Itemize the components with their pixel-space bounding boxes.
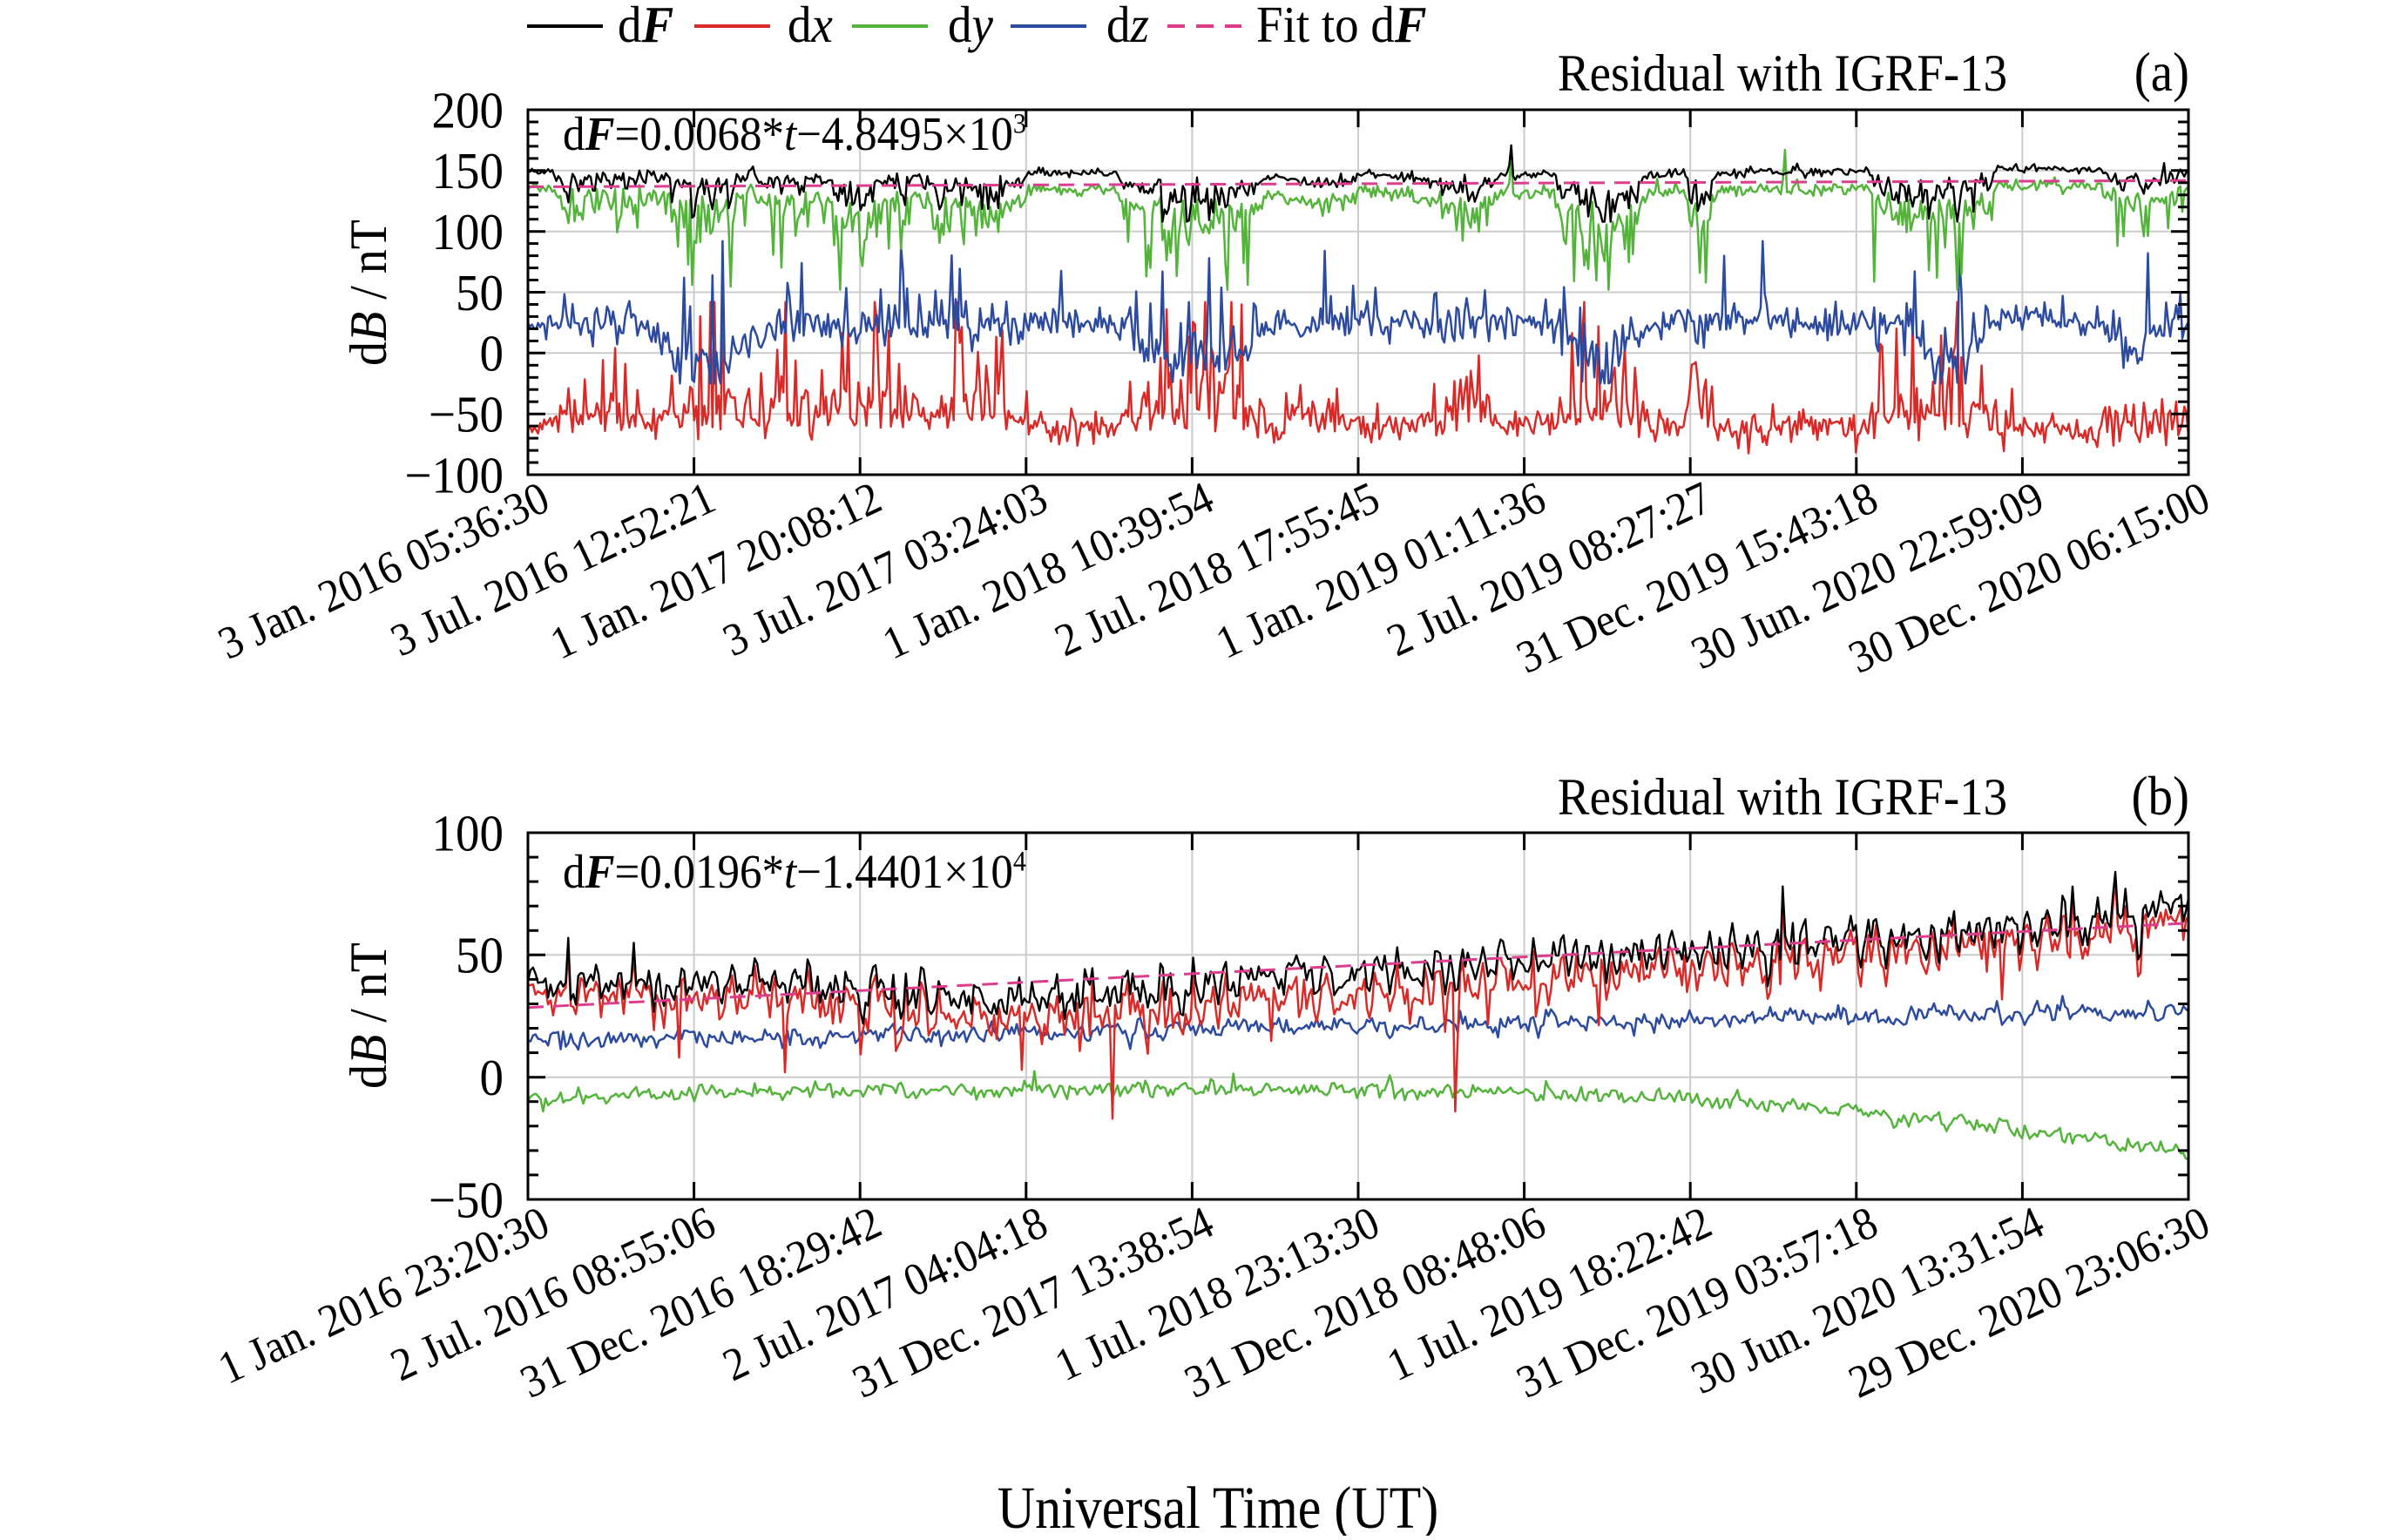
- svg-text:dx: dx: [788, 0, 833, 53]
- svg-text:Fit to dF: Fit to dF: [1256, 0, 1427, 53]
- svg-text:dF=0.0196*t−1.4401×104: dF=0.0196*t−1.4401×104: [563, 846, 1026, 899]
- svg-text:(b): (b): [2132, 766, 2189, 827]
- svg-text:150: 150: [432, 143, 504, 199]
- svg-text:dz: dz: [1106, 0, 1149, 53]
- svg-text:dy: dy: [948, 0, 993, 53]
- svg-text:Universal Time (UT): Universal Time (UT): [998, 1474, 1439, 1536]
- svg-text:dF=0.0068*t−4.8495×103: dF=0.0068*t−4.8495×103: [563, 108, 1026, 161]
- svg-text:dB / nT: dB / nT: [339, 942, 397, 1089]
- svg-text:−50: −50: [429, 1172, 504, 1228]
- svg-text:−50: −50: [429, 387, 504, 443]
- svg-text:50: 50: [456, 928, 504, 984]
- svg-text:−100: −100: [404, 448, 504, 504]
- svg-text:(a): (a): [2134, 42, 2189, 104]
- svg-text:dF: dF: [618, 0, 673, 53]
- svg-text:0: 0: [479, 326, 504, 382]
- svg-text:Residual with IGRF-13: Residual with IGRF-13: [1558, 44, 2007, 103]
- svg-text:100: 100: [432, 806, 504, 862]
- svg-text:100: 100: [432, 204, 504, 260]
- svg-text:Residual with IGRF-13: Residual with IGRF-13: [1558, 767, 2007, 827]
- svg-text:50: 50: [456, 265, 504, 321]
- svg-text:dB / nT: dB / nT: [339, 220, 397, 366]
- svg-text:0: 0: [479, 1050, 504, 1106]
- svg-text:200: 200: [432, 82, 504, 138]
